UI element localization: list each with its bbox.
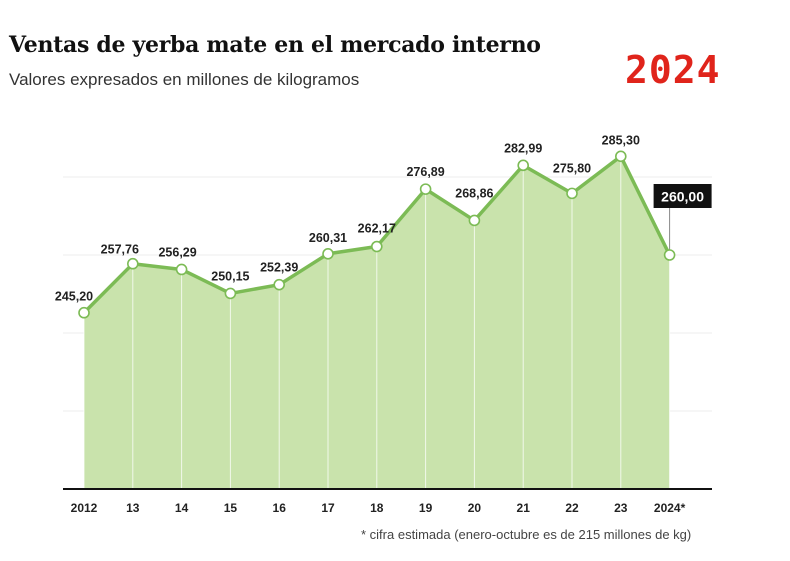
x-tick-label: 21 bbox=[517, 501, 531, 515]
data-point bbox=[419, 183, 432, 195]
x-tick-label: 20 bbox=[468, 501, 482, 515]
data-point bbox=[614, 150, 627, 163]
year-badge: 2024 bbox=[625, 48, 721, 92]
footnote: * cifra estimada (enero-octubre es de 21… bbox=[361, 527, 692, 542]
data-label: 250,15 bbox=[211, 269, 249, 283]
x-tick-label: 2024* bbox=[654, 501, 686, 515]
data-label: 252,39 bbox=[260, 261, 298, 275]
highlight-data-label: 260,00 bbox=[661, 189, 704, 205]
chart-title: Ventas de yerba mate en el mercado inter… bbox=[9, 32, 541, 58]
x-tick-label: 13 bbox=[126, 501, 140, 515]
data-point bbox=[663, 249, 676, 261]
data-label: 276,89 bbox=[406, 165, 444, 179]
data-point bbox=[517, 159, 530, 172]
data-label: 285,30 bbox=[602, 133, 640, 147]
data-label: 245,20 bbox=[55, 290, 93, 304]
data-label: 256,29 bbox=[158, 245, 196, 259]
data-point bbox=[78, 306, 90, 319]
chart-subtitle: Valores expresados en millones de kilogr… bbox=[9, 70, 360, 89]
x-tick-label: 19 bbox=[419, 501, 433, 515]
data-point bbox=[566, 187, 578, 200]
data-point bbox=[322, 247, 334, 260]
x-tick-label: 18 bbox=[370, 501, 384, 515]
data-label: 268,86 bbox=[455, 186, 493, 200]
data-point bbox=[273, 278, 286, 291]
x-tick-label: 2012 bbox=[71, 501, 98, 515]
x-tick-label: 16 bbox=[273, 501, 287, 515]
x-tick-label: 23 bbox=[614, 501, 628, 515]
x-tick-label: 15 bbox=[224, 501, 238, 515]
highlight-box bbox=[653, 184, 712, 208]
data-point bbox=[224, 287, 237, 300]
data-label: 282,99 bbox=[504, 141, 542, 155]
x-tick-label: 14 bbox=[175, 501, 189, 515]
data-point bbox=[468, 214, 481, 227]
data-point bbox=[175, 263, 188, 276]
data-label: 262,17 bbox=[358, 222, 396, 236]
data-point bbox=[127, 257, 139, 270]
data-point bbox=[370, 240, 383, 253]
data-label: 260,31 bbox=[309, 231, 347, 245]
x-tick-label: 22 bbox=[565, 501, 579, 515]
data-label: 257,76 bbox=[101, 243, 139, 257]
data-label: 275,80 bbox=[553, 161, 591, 175]
x-tick-label: 17 bbox=[321, 501, 335, 515]
